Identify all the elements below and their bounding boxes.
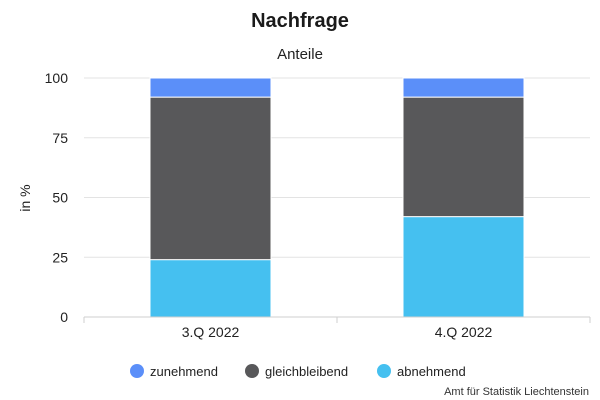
y-tick-label: 75 <box>52 130 68 146</box>
bar-segment-gleichbleibend[interactable] <box>402 96 525 218</box>
legend-label: zunehmend <box>150 364 218 379</box>
legend-swatch <box>377 364 391 378</box>
legend-item-abnehmend[interactable]: abnehmend <box>377 364 466 379</box>
legend-swatch <box>245 364 259 378</box>
plot-area <box>149 77 525 318</box>
y-tick-label: 0 <box>60 309 68 325</box>
chart-subtitle: Anteile <box>277 46 323 63</box>
legend-item-gleichbleibend[interactable]: gleichbleibend <box>245 364 348 379</box>
legend-swatch <box>130 364 144 378</box>
y-axis-title: in % <box>17 184 33 211</box>
legend-item-zunehmend[interactable]: zunehmend <box>130 364 218 379</box>
chart-title: Nachfrage <box>251 10 349 32</box>
bar-segment-zunehmend[interactable] <box>402 77 525 98</box>
x-tick-label: 3.Q 2022 <box>182 324 240 340</box>
bar-segment-abnehmend[interactable] <box>402 216 525 318</box>
y-tick-label: 50 <box>52 190 68 206</box>
bar-segment-zunehmend[interactable] <box>149 77 272 98</box>
legend-label: abnehmend <box>397 364 466 379</box>
y-tick-label: 100 <box>45 70 69 86</box>
axes: 0 25 50 75 100 3.Q 2022 4.Q 2022 <box>45 70 591 340</box>
x-tick-label: 4.Q 2022 <box>435 324 493 340</box>
bar-segment-abnehmend[interactable] <box>149 259 272 318</box>
bar-segment-gleichbleibend[interactable] <box>149 96 272 261</box>
credits: Amt für Statistik Liechtenstein <box>444 386 589 398</box>
legend: zunehmend gleichbleibend abnehmend <box>130 364 466 379</box>
y-tick-label: 25 <box>52 249 68 265</box>
legend-label: gleichbleibend <box>265 364 348 379</box>
